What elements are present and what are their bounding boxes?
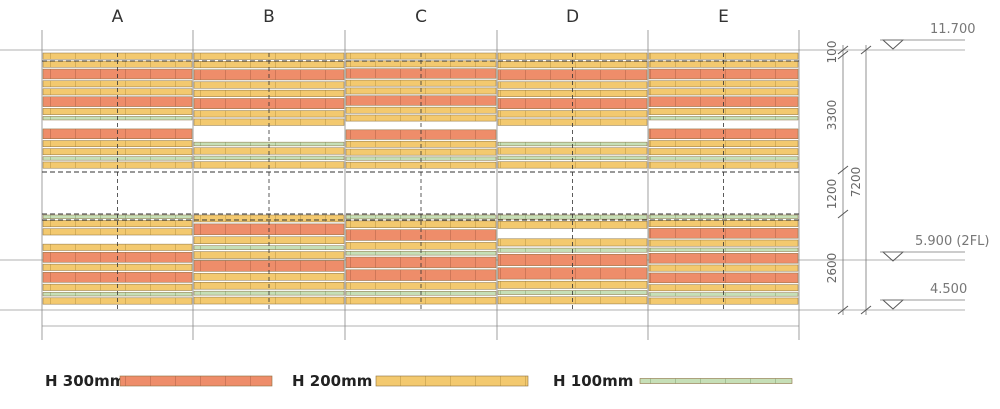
dim-tick: [860, 45, 872, 55]
level-mark: [881, 299, 905, 310]
level-label: 4.500: [930, 282, 967, 297]
dim-tick: [837, 50, 849, 60]
dimension: 1200: [825, 179, 839, 210]
column-label: B: [263, 7, 275, 27]
facade: A B C D E 100 3300 1200 2600 7200 11.700 5.900 (2FL…: [0, 7, 989, 390]
dim-tick: [837, 45, 849, 55]
legend-label: H 300mm: [45, 372, 125, 390]
column-label: E: [718, 7, 729, 27]
dim-tick: [860, 305, 872, 315]
column-label: D: [566, 7, 579, 27]
dim-tick: [837, 209, 849, 219]
level-mark: [881, 39, 905, 50]
dim-tick: [837, 165, 849, 175]
dimension: 2600: [825, 253, 839, 284]
column-label: A: [112, 7, 124, 27]
dimension: 3300: [825, 100, 839, 131]
legend-swatch: [119, 375, 273, 387]
legend-label: H 200mm: [292, 372, 372, 390]
legend-label: H 100mm: [553, 372, 633, 390]
level-label: 5.900 (2FL): [915, 234, 989, 249]
column-label: C: [415, 7, 427, 27]
dimension: 100: [825, 41, 839, 64]
legend-swatch: [375, 375, 529, 387]
dimension: 7200: [849, 167, 863, 198]
dim-tick: [837, 305, 849, 315]
level-label: 11.700: [930, 22, 976, 37]
legend-swatch: [639, 378, 793, 384]
